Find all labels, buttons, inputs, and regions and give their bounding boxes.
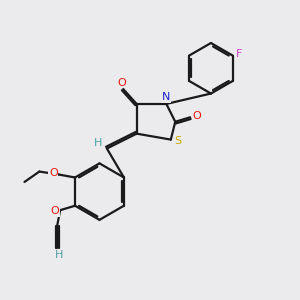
Text: O: O — [49, 168, 58, 178]
Text: O: O — [192, 111, 201, 121]
Text: N: N — [162, 92, 170, 102]
Text: H: H — [94, 138, 102, 148]
Text: O: O — [50, 206, 59, 216]
Text: S: S — [175, 136, 182, 146]
Text: F: F — [236, 49, 242, 59]
Text: O: O — [117, 77, 126, 88]
Text: H: H — [55, 250, 63, 260]
